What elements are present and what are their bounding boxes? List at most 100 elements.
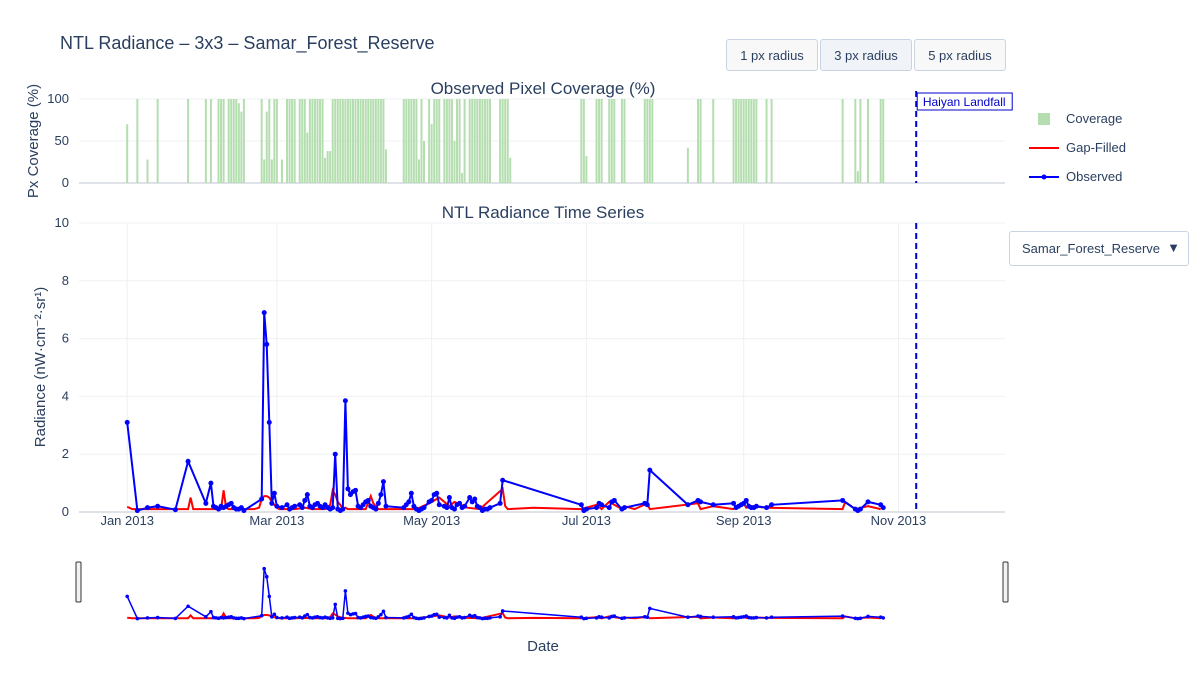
range-slider-point [434,612,439,617]
range-slider-point [272,612,277,617]
legend-item-observed[interactable]: Observed [1028,162,1126,191]
coverage-bar [402,99,405,183]
coverage-bar [369,99,372,183]
observed-point [304,492,310,498]
coverage-bar [453,141,456,183]
range-slider-point [330,616,335,620]
radiance-x-tick-label: Sep 2013 [716,513,772,528]
coverage-bar [341,99,344,183]
observed-point [124,419,130,425]
observed-point [134,508,140,514]
range-slider[interactable] [75,561,1009,621]
legend-label-gap-filled: Gap-Filled [1066,140,1126,155]
range-slider-left-handle[interactable] [75,561,82,603]
coverage-bar [407,99,410,183]
haiyan-annotation-label: Haiyan Landfall [923,95,1006,109]
coverage-bar [585,156,588,183]
observed-point [259,496,265,502]
coverage-bar [448,99,451,183]
legend-coverage-swatch [1038,112,1050,125]
legend-item-gap-filled[interactable]: Gap-Filled [1028,133,1126,162]
range-slider-point [483,616,487,621]
coverage-subplot-title: Observed Pixel Coverage (%) [431,79,656,98]
observed-point [274,503,280,509]
radiance-y-axis-label: Radiance (nW·cm⁻²·sr¹) [32,287,49,447]
legend-label-coverage: Coverage [1066,111,1123,126]
observed-point [228,500,234,506]
coverage-bar [506,99,509,183]
observed-point [500,477,506,483]
range-slider-point [264,574,269,579]
coverage-bar [600,99,603,183]
radiance-y-tick-label: 10 [55,215,69,230]
observed-point [172,507,178,513]
coverage-bar [686,147,689,183]
observed-point [299,505,305,511]
coverage-bar [346,99,349,183]
coverage-bar [445,99,448,183]
radiance-x-tick-label: Jul 2013 [562,513,611,528]
observed-point [606,505,612,511]
observed-point [857,506,863,512]
range-slider-point [259,613,264,618]
observed-point [840,497,846,503]
range-slider-point [500,609,505,613]
coverage-bar [331,99,334,183]
range-slider-right-handle[interactable] [1002,561,1009,603]
coverage-bar [423,141,426,183]
observed-point [451,506,457,512]
coverage-bar [230,99,233,183]
coverage-bar [697,99,700,183]
observed-point [644,502,650,508]
range-slider-point [645,615,650,619]
coverage-bar [237,103,240,183]
radiance-y-tick-label: 8 [62,273,69,288]
observed-point [769,502,775,508]
range-slider-point [381,609,386,614]
legend-gap-filled-swatch [1029,146,1059,149]
observed-point [599,502,605,508]
range-slider-point [384,615,388,620]
range-slider-point [498,615,502,619]
coverage-bar [273,99,276,183]
observed-point [436,502,442,508]
observed-point [621,505,627,511]
observed-point [266,419,272,425]
coverage-bar [357,99,360,183]
range-slider-point [447,613,452,618]
radiance-subplot: 0 2 4 6 8 10 Jan 2013 Mar 2013 May 2013 Jul 2013… [32,203,1005,528]
coverage-bar [735,99,738,183]
range-slider-track[interactable] [79,563,1007,603]
coverage-bar [306,132,309,183]
coverage-bar [765,99,768,183]
range-slider-point [204,615,208,619]
coverage-bar [313,99,316,183]
radius-1px-button[interactable]: 1 px radius [726,39,818,71]
coverage-bar [643,99,646,183]
coverage-bar [268,99,271,183]
observed-point [457,500,463,506]
coverage-bar [280,159,283,183]
coverage-bar [298,99,301,183]
coverage-bar [486,99,489,183]
coverage-bar [435,99,438,183]
legend-item-coverage[interactable]: Coverage [1028,104,1126,133]
coverage-bar [504,99,507,183]
coverage-bar [275,99,278,183]
observed-point [444,505,450,511]
coverage-bar [384,149,387,183]
coverage-bar [156,99,159,183]
observed-point [497,500,503,506]
coverage-bar [443,99,446,183]
radiance-x-tick-label: Mar 2013 [249,513,304,528]
coverage-bar [473,99,476,183]
coverage-bar [651,99,654,183]
observed-point [406,499,412,505]
range-slider-point [292,615,297,620]
observed-point [375,500,381,506]
coverage-bar [501,99,504,183]
site-dropdown[interactable]: Samar_Forest_Reserve ▼ [1009,231,1189,266]
range-slider-point [145,616,150,620]
radius-5px-button[interactable]: 5 px radius [914,39,1006,71]
radius-3px-button[interactable]: 3 px radius [820,39,912,71]
